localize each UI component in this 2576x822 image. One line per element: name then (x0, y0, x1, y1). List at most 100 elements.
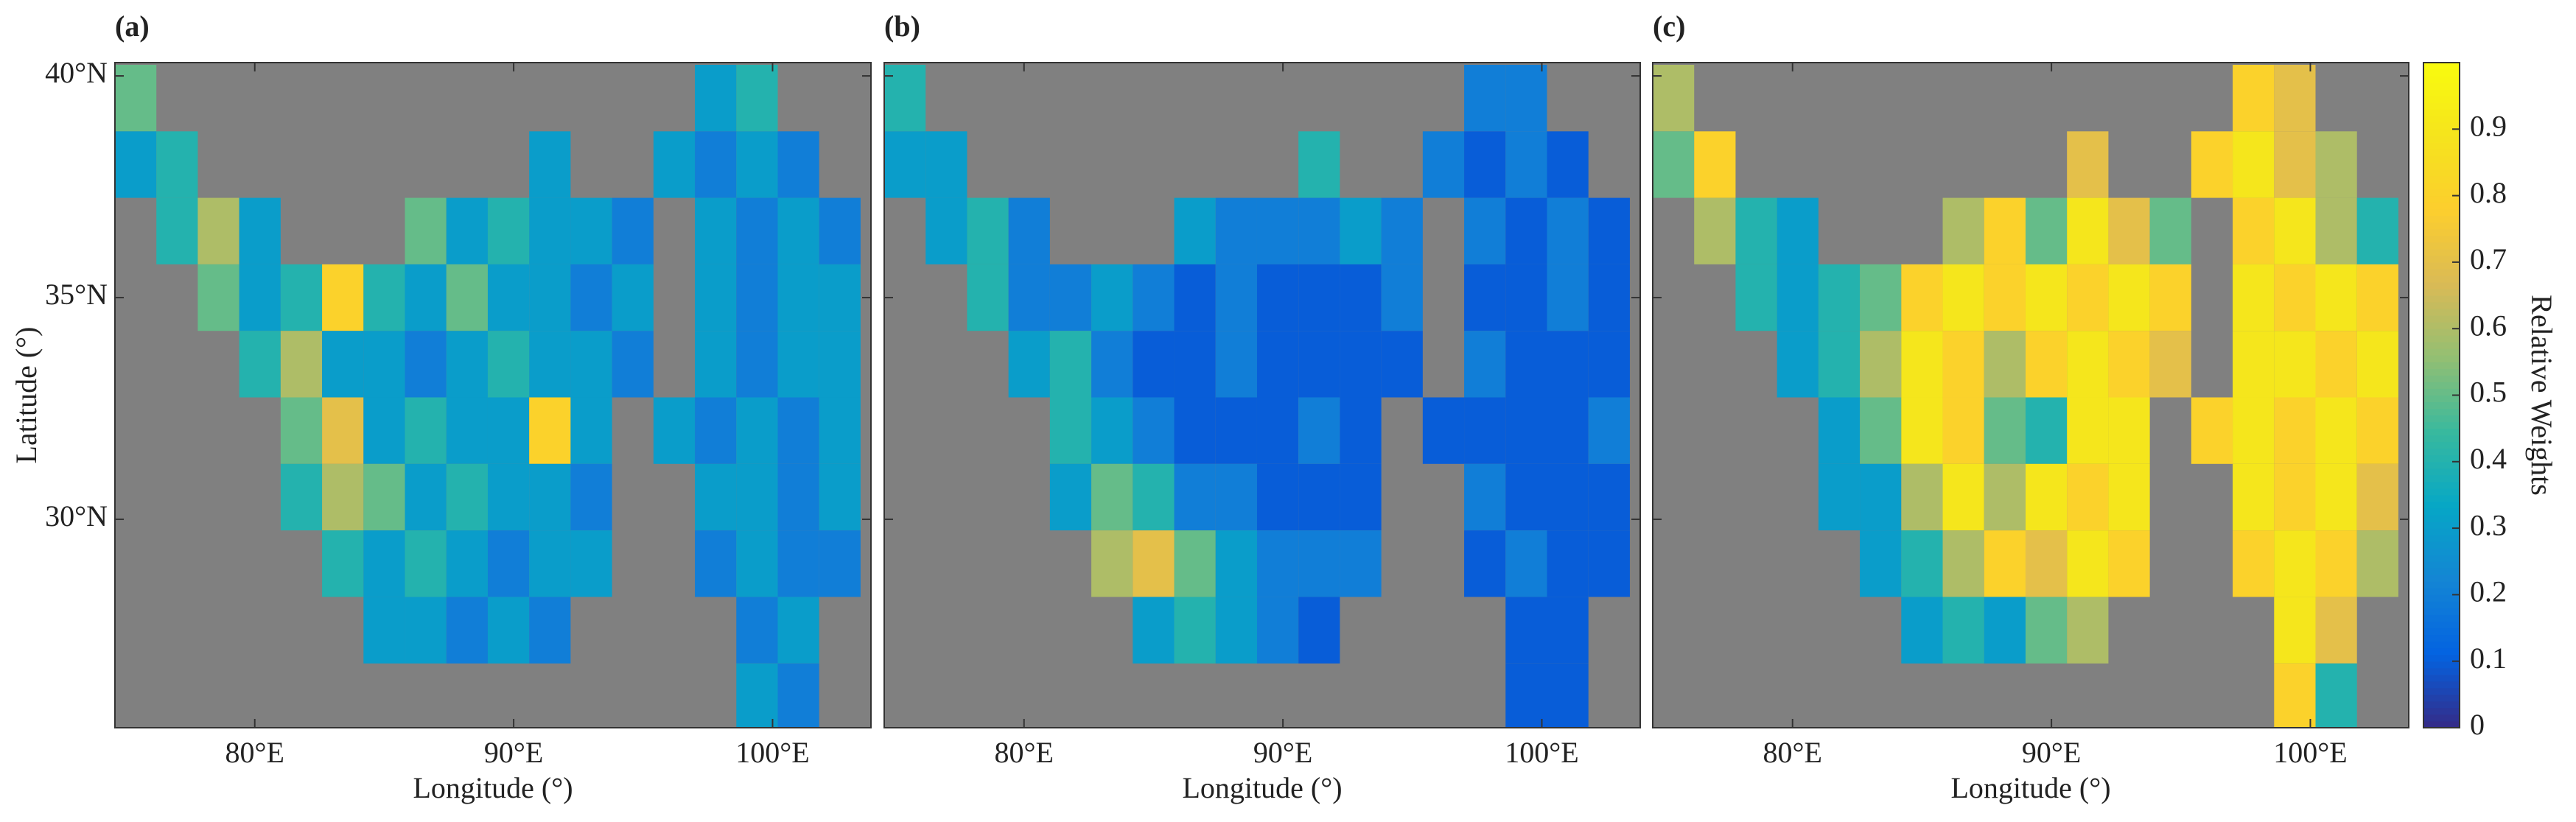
colorbar-segment (2423, 415, 2460, 423)
colorbar-segment (2423, 494, 2460, 502)
colorbar-segment (2423, 641, 2460, 649)
heat-cell (1735, 264, 1777, 331)
heat-cell (487, 463, 530, 531)
heat-cell (1942, 463, 1984, 531)
heat-cell (115, 131, 157, 198)
heat-cell (777, 663, 819, 728)
heat-cell (405, 331, 447, 398)
x-tick-label: 80°E (1763, 736, 1822, 769)
heat-cell (1298, 197, 1340, 264)
heat-cell (446, 331, 488, 398)
colorbar-segment (2423, 375, 2460, 382)
colorbar-segment (2423, 302, 2460, 309)
y-tick-label: 35°N (45, 278, 108, 311)
colorbar-segment (2423, 335, 2460, 342)
heat-cell (1256, 331, 1299, 398)
heat-cell (487, 264, 530, 331)
plot-frame (883, 62, 1641, 728)
heat-cell (2274, 65, 2316, 132)
heat-cell (322, 463, 364, 531)
heat-cell (570, 331, 612, 398)
colorbar-segment (2423, 342, 2460, 349)
colorbar-segment (2423, 707, 2460, 715)
heat-cell (1422, 397, 1465, 464)
colorbar-segment (2423, 594, 2460, 602)
heat-cell (529, 131, 571, 198)
heat-cell (1464, 264, 1506, 331)
heat-cell (2067, 264, 2109, 331)
colorbar-segment (2423, 96, 2460, 103)
colorbar-segment (2423, 481, 2460, 489)
heat-cell (405, 264, 447, 331)
colorbar-segment (2423, 355, 2460, 362)
heat-cell (1464, 530, 1506, 597)
heat-cell (2233, 65, 2275, 132)
heat-cell (1298, 597, 1340, 664)
heat-cell (197, 264, 239, 331)
heat-cell (487, 530, 530, 597)
heat-cell (1422, 131, 1465, 198)
heat-cell (736, 197, 778, 264)
heat-cell (925, 131, 967, 198)
heat-cell (695, 65, 737, 132)
colorbar-segment (2423, 634, 2460, 642)
colorbar-segment (2423, 561, 2460, 569)
heat-cell (2025, 264, 2068, 331)
colorbar-segment (2423, 408, 2460, 416)
heat-cell (1215, 331, 1257, 398)
heat-cell (2274, 663, 2316, 728)
colorbar-segment (2423, 681, 2460, 689)
heat-cell (1505, 65, 1547, 132)
y-axis-label: Latitude (°) (10, 327, 43, 464)
heat-cell (1008, 197, 1050, 264)
heat-cell (1008, 264, 1050, 331)
heat-cell (1298, 530, 1340, 597)
colorbar-segment (2423, 515, 2460, 522)
colorbar-segment (2423, 687, 2460, 695)
colorbar-segment (2423, 228, 2460, 236)
colorbar-segment (2423, 89, 2460, 96)
colorbar-segment (2423, 368, 2460, 376)
x-axis-label: Longitude (°) (1182, 771, 1342, 804)
heat-cell (695, 397, 737, 464)
heat-cell (2274, 131, 2316, 198)
heat-cell (1547, 197, 1589, 264)
heat-cell (2067, 197, 2109, 264)
x-tick-label: 100°E (1505, 736, 1578, 769)
x-tick-label: 90°E (2022, 736, 2081, 769)
heat-cell (322, 331, 364, 398)
heat-cell (1256, 397, 1299, 464)
heat-cell (446, 597, 488, 664)
colorbar-segment (2423, 122, 2460, 130)
heat-cell (197, 197, 239, 264)
heat-cell (2108, 331, 2150, 398)
heat-cell (363, 597, 405, 664)
heat-cell (280, 264, 323, 331)
colorbar-segment (2423, 608, 2460, 615)
heat-cell (1818, 264, 1861, 331)
heat-cell (2025, 463, 2068, 531)
colorbar-segment (2423, 248, 2460, 256)
heat-cell (2315, 530, 2357, 597)
heat-cell (1860, 463, 1902, 531)
heat-cell (1818, 397, 1861, 464)
heat-cell (1942, 597, 1984, 664)
heat-cell (1777, 264, 1819, 331)
heat-cell (322, 264, 364, 331)
heat-cell (1340, 264, 1382, 331)
colorbar-segment (2423, 348, 2460, 356)
heat-cell (2108, 264, 2150, 331)
heat-cell (1735, 197, 1777, 264)
heat-cell (405, 463, 447, 531)
colorbar-segment (2423, 388, 2460, 396)
heat-cell (2108, 397, 2150, 464)
heat-cell (363, 397, 405, 464)
heat-cell (239, 197, 281, 264)
heat-cell (1984, 264, 2026, 331)
heat-cell (2274, 397, 2316, 464)
heat-cell (2067, 463, 2109, 531)
heat-cell (2191, 397, 2233, 464)
colorbar-segment (2423, 714, 2460, 722)
y-tick-label: 40°N (45, 56, 108, 89)
